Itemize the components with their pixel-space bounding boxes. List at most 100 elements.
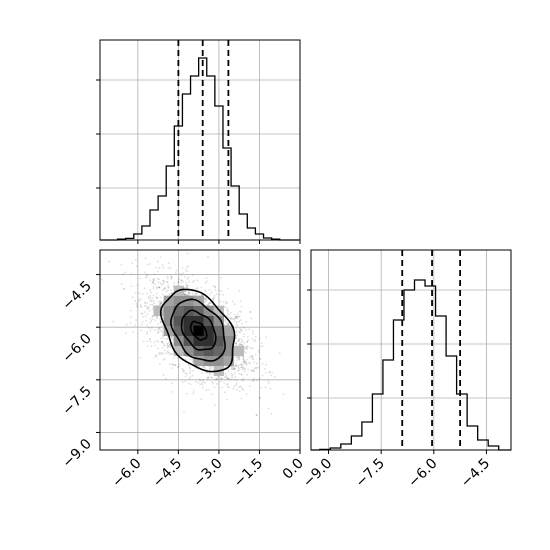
density-cell xyxy=(163,325,174,337)
scatter-point xyxy=(202,365,205,368)
scatter-point xyxy=(238,331,240,334)
scatter-point xyxy=(166,275,169,278)
scatter-point xyxy=(157,340,160,343)
scatter-point xyxy=(182,381,184,384)
scatter-point xyxy=(147,227,149,229)
scatter-point xyxy=(234,368,237,370)
scatter-point xyxy=(241,364,244,367)
scatter-point xyxy=(156,296,159,299)
scatter-point xyxy=(111,241,113,243)
scatter-point xyxy=(204,290,207,293)
x-marginal-grid xyxy=(100,40,301,240)
scatter-point xyxy=(132,331,135,333)
scatter-point xyxy=(239,300,242,302)
y-marginal-histogram xyxy=(311,279,511,451)
scatter-point xyxy=(227,370,230,373)
scatter-point xyxy=(122,287,125,290)
scatter-point xyxy=(243,333,245,336)
scatter-point xyxy=(202,387,204,389)
scatter-point xyxy=(259,345,262,348)
y-marginal-frame xyxy=(310,249,512,451)
density-cell xyxy=(183,325,194,337)
scatter-point xyxy=(203,366,206,369)
scatter-point xyxy=(226,322,229,325)
scatter-point xyxy=(234,364,237,367)
scatter-point xyxy=(157,347,159,350)
scatter-point xyxy=(135,265,138,268)
scatter-point xyxy=(243,370,246,373)
scatter-point xyxy=(169,275,172,278)
scatter-point xyxy=(162,283,165,285)
scatter-point xyxy=(166,281,169,284)
scatter-point xyxy=(260,341,263,344)
scatter-point xyxy=(146,331,149,333)
scatter-point xyxy=(162,342,165,345)
scatter-point xyxy=(204,300,206,303)
scatter-point xyxy=(211,376,213,379)
scatter-point xyxy=(171,367,173,369)
scatter-point xyxy=(252,347,254,350)
scatter-point xyxy=(235,364,238,367)
scatter-point xyxy=(158,353,161,356)
y-marginal-grid xyxy=(311,250,511,450)
density-cell xyxy=(163,305,174,317)
scatter-point xyxy=(233,385,236,388)
scatter-point xyxy=(265,336,267,339)
scatter-point xyxy=(184,293,187,296)
scatter-point xyxy=(163,281,166,283)
scatter-point xyxy=(156,287,158,290)
scatter-point xyxy=(157,281,160,284)
scatter-point xyxy=(224,372,227,375)
scatter-point xyxy=(158,286,161,289)
scatter-point xyxy=(138,298,141,301)
scatter-point xyxy=(199,379,202,382)
density-cell xyxy=(203,315,214,327)
scatter-point xyxy=(171,363,174,365)
scatter-point xyxy=(260,386,262,389)
scatter-point xyxy=(153,299,155,302)
scatter-point xyxy=(210,393,213,396)
scatter-point xyxy=(144,257,147,260)
scatter-point xyxy=(183,369,185,372)
scatter-point xyxy=(240,362,243,365)
scatter-point xyxy=(255,366,258,369)
scatter-point xyxy=(187,265,190,268)
scatter-point xyxy=(215,293,218,296)
scatter-point xyxy=(146,306,149,309)
scatter-point xyxy=(185,372,188,375)
scatter-point xyxy=(259,357,261,360)
scatter-point xyxy=(170,353,172,356)
scatter-point xyxy=(234,317,236,320)
y-tick-label: −4.5 xyxy=(59,278,94,313)
scatter-point xyxy=(158,286,161,289)
scatter-point xyxy=(237,370,239,372)
scatter-point xyxy=(187,364,190,366)
scatter-point xyxy=(227,386,230,389)
scatter-point xyxy=(189,370,192,373)
scatter-point xyxy=(236,359,238,362)
scatter-point xyxy=(241,378,243,381)
scatter-point xyxy=(178,365,180,368)
scatter-point xyxy=(245,393,248,396)
scatter-point xyxy=(253,370,256,372)
scatter-point xyxy=(241,369,244,371)
scatter-point xyxy=(146,345,149,347)
scatter-point xyxy=(225,300,228,303)
scatter-point xyxy=(254,353,257,356)
scatter-point xyxy=(152,308,154,311)
scatter-point xyxy=(236,316,239,319)
density-cell xyxy=(183,315,194,327)
contour-line xyxy=(189,320,208,341)
scatter-point xyxy=(187,355,190,358)
scatter-point xyxy=(145,274,148,276)
scatter-point xyxy=(238,310,241,313)
scatter-point xyxy=(147,306,150,309)
scatter-point xyxy=(160,340,163,343)
scatter-point xyxy=(204,282,207,284)
scatter-point xyxy=(160,301,163,303)
scatter-point xyxy=(242,356,245,359)
scatter-point xyxy=(238,356,240,359)
scatter-point xyxy=(264,386,267,388)
scatter-point xyxy=(232,317,234,320)
y-marginal-panel: −9.0 −7.5 −6.0 −4.5 xyxy=(300,249,512,491)
